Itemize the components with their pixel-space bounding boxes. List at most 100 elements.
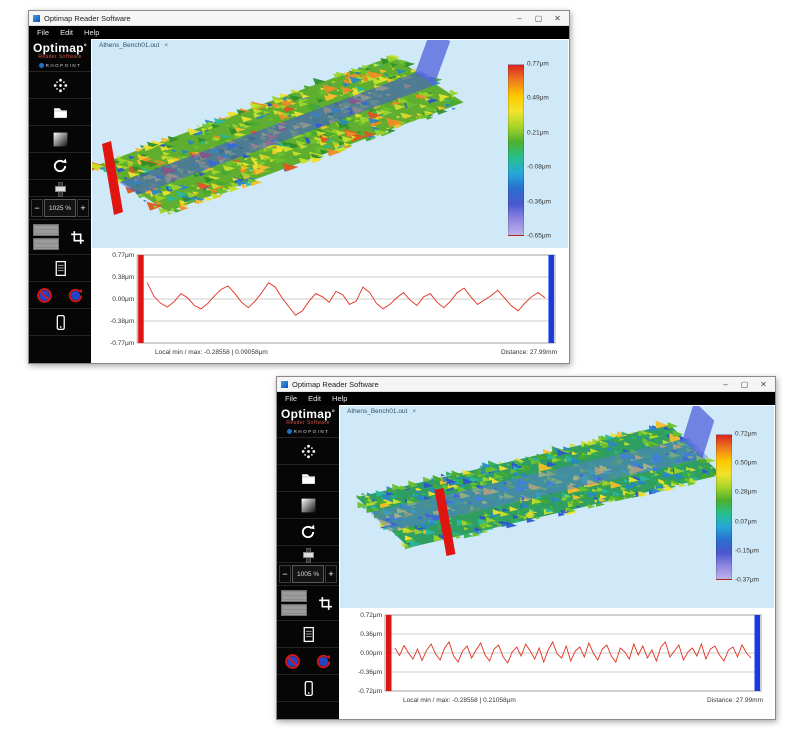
refresh-color-icon xyxy=(68,288,82,302)
logo-text: Optimap xyxy=(33,41,84,55)
preset-button-1[interactable] xyxy=(33,224,59,236)
recalculate-button[interactable] xyxy=(62,287,88,304)
profile-start-marker[interactable] xyxy=(138,255,144,343)
measurement-band-overlay xyxy=(369,437,709,532)
recalculate-button[interactable] xyxy=(310,653,336,670)
gradient-icon xyxy=(301,498,315,512)
rotate-view-button[interactable] xyxy=(277,519,339,545)
slider-handle[interactable] xyxy=(303,551,314,558)
device-button[interactable] xyxy=(277,675,339,701)
crop-region-button[interactable] xyxy=(65,225,89,249)
refresh-color-icon xyxy=(316,654,330,668)
menu-help[interactable]: Help xyxy=(84,28,100,37)
maximize-button[interactable]: ▢ xyxy=(740,379,749,389)
close-button[interactable]: ✕ xyxy=(554,13,561,23)
close-button[interactable]: ✕ xyxy=(760,379,767,389)
colorbar-gradient xyxy=(508,64,524,236)
maximize-button[interactable]: ▢ xyxy=(534,13,543,23)
preset-button-2[interactable] xyxy=(281,604,307,616)
profile-end-marker[interactable] xyxy=(548,255,554,343)
profile-panel: 0.72μm 0.36μm 0.00μm -0.36μm -0.72μm xyxy=(347,612,767,694)
slider-handle[interactable] xyxy=(55,185,66,192)
device-icon xyxy=(304,680,313,696)
tab-close-icon[interactable]: × xyxy=(164,42,169,49)
profile-start-marker[interactable] xyxy=(386,615,392,691)
window-content: Optimap° Reader Software RHOPOINT xyxy=(277,405,775,719)
brand-name: RHOPOINT xyxy=(293,429,330,434)
height-scale-slider[interactable] xyxy=(303,547,314,563)
rotate-view-button[interactable] xyxy=(29,153,91,179)
profile-ytick-label: 0.72μm xyxy=(360,612,382,619)
preset-list xyxy=(31,222,61,252)
open-file-button[interactable] xyxy=(277,465,339,491)
zoom-in-button[interactable]: + xyxy=(325,565,337,583)
profile-chart[interactable]: 0.77μm 0.38μm 0.00μm -0.38μm -0.77μm xyxy=(99,252,561,346)
profile-ytick-label: 0.00μm xyxy=(360,650,382,657)
statusbar: Local min / max: -0.28558 | 0.21058μm Di… xyxy=(339,694,775,707)
center-view-button[interactable] xyxy=(29,72,91,98)
tab-close-icon[interactable]: × xyxy=(412,408,417,415)
profile-ytick-label: 0.36μm xyxy=(360,631,382,638)
crop-icon xyxy=(70,230,84,244)
device-icon xyxy=(56,314,65,330)
profile-ytick-label: -0.72μm xyxy=(358,688,382,694)
report-button[interactable] xyxy=(277,621,339,647)
zoom-out-button[interactable]: − xyxy=(279,565,291,583)
profile-ytick-label: 0.00μm xyxy=(112,296,134,303)
colorbar: 0.77μm 0.49μm 0.21μm -0.08μm -0.36μm -0.65μm xyxy=(502,61,558,240)
profile-ytick-label: -0.77μm xyxy=(110,340,134,346)
center-view-button[interactable] xyxy=(277,438,339,464)
disable-measure-button[interactable] xyxy=(32,287,58,304)
shading-button[interactable] xyxy=(29,126,91,152)
menu-file[interactable]: File xyxy=(37,28,50,37)
colorbar-tick-label: 0.72μm xyxy=(735,430,757,438)
zoom-out-button[interactable]: − xyxy=(31,199,43,217)
titlebar: Optimap Reader Software – ▢ ✕ xyxy=(277,377,775,392)
menu-edit[interactable]: Edit xyxy=(60,28,74,37)
colorbar-tick-label: -0.15μm xyxy=(735,547,759,555)
center-dots-icon xyxy=(53,78,67,92)
near-end-red-marker xyxy=(434,488,456,556)
app-logo: Optimap° Reader Software xyxy=(277,405,339,426)
open-file-button[interactable] xyxy=(29,99,91,125)
surface-3d-view[interactable] xyxy=(92,40,568,248)
preset-button-2[interactable] xyxy=(33,238,59,250)
file-tab-label: Athens_Bench01.out xyxy=(99,42,160,49)
preset-button-1[interactable] xyxy=(281,590,307,602)
shading-button[interactable] xyxy=(277,492,339,518)
report-button[interactable] xyxy=(29,255,91,281)
profile-line xyxy=(394,640,752,664)
colorbar-tick-label: -0.65μm xyxy=(527,232,551,240)
crop-region-button[interactable] xyxy=(313,591,337,615)
no-entry-icon xyxy=(285,653,300,669)
menu-file[interactable]: File xyxy=(285,394,298,403)
near-end-red-marker xyxy=(102,141,123,215)
profile-ytick-label: 0.77μm xyxy=(112,252,134,259)
device-button[interactable] xyxy=(29,309,91,335)
zoom-value[interactable]: 1005 % xyxy=(292,565,324,583)
status-distance: Distance: 27.99mm xyxy=(707,697,763,704)
minimize-button[interactable]: – xyxy=(723,379,728,389)
profile-chart[interactable]: 0.72μm 0.36μm 0.00μm -0.36μm -0.72μm xyxy=(347,612,767,694)
colorbar-tick-label: -0.37μm xyxy=(735,576,759,584)
colorbar-tick-label: 0.50μm xyxy=(735,459,757,467)
zoom-in-button[interactable]: + xyxy=(77,199,89,217)
far-end-plane-marker xyxy=(682,406,715,459)
document-icon xyxy=(55,260,66,276)
disable-measure-button[interactable] xyxy=(280,653,306,670)
height-scale-slider[interactable] xyxy=(55,181,66,197)
surface-3d-view[interactable] xyxy=(340,406,774,608)
app-icon xyxy=(281,380,288,388)
brand-row: RHOPOINT xyxy=(277,426,339,438)
colorbar-tick-label: 0.21μm xyxy=(527,129,549,137)
minimize-button[interactable]: – xyxy=(517,13,522,23)
menu-help[interactable]: Help xyxy=(332,394,348,403)
app-icon xyxy=(33,14,40,22)
center-dots-icon xyxy=(301,444,315,458)
profile-end-marker[interactable] xyxy=(754,615,761,691)
zoom-value[interactable]: 1025 % xyxy=(44,199,76,217)
menu-edit[interactable]: Edit xyxy=(308,394,322,403)
file-tab[interactable]: Athens_Bench01.out × xyxy=(347,408,416,415)
file-tab[interactable]: Athens_Bench01.out × xyxy=(99,42,168,49)
